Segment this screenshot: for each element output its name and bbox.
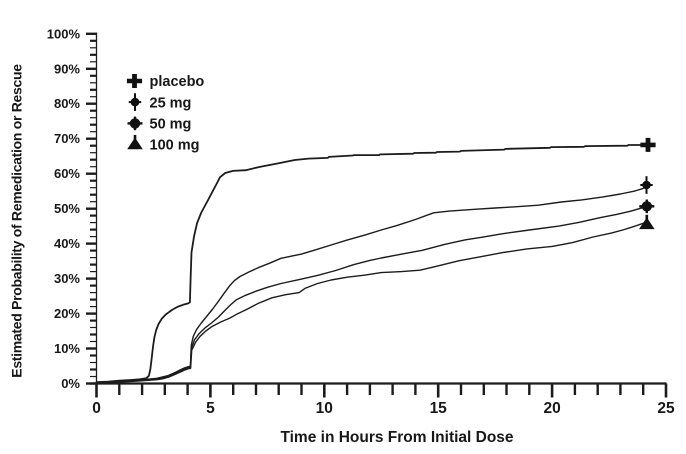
svg-text:Time in Hours From Initial Dos: Time in Hours From Initial Dose — [280, 429, 513, 446]
svg-text:40%: 40% — [54, 236, 80, 251]
svg-text:100 mg: 100 mg — [150, 137, 200, 153]
svg-text:20: 20 — [543, 400, 560, 417]
svg-text:90%: 90% — [54, 61, 80, 76]
svg-text:15: 15 — [430, 400, 448, 417]
svg-text:0%: 0% — [61, 376, 80, 391]
svg-text:50 mg: 50 mg — [150, 117, 192, 133]
svg-text:25: 25 — [657, 400, 675, 417]
svg-text:25 mg: 25 mg — [150, 95, 192, 111]
svg-text:70%: 70% — [54, 131, 80, 146]
svg-text:20%: 20% — [54, 306, 80, 321]
svg-text:Estimated Probability of Remed: Estimated Probability of Remedication or… — [9, 64, 25, 378]
svg-text:100%: 100% — [47, 26, 81, 41]
svg-text:60%: 60% — [54, 166, 80, 181]
svg-text:80%: 80% — [54, 96, 80, 111]
svg-text:5: 5 — [206, 400, 215, 417]
svg-text:50%: 50% — [54, 201, 80, 216]
svg-text:placebo: placebo — [150, 74, 205, 90]
svg-text:10: 10 — [316, 400, 333, 417]
svg-text:0: 0 — [92, 400, 101, 417]
svg-text:30%: 30% — [54, 271, 80, 286]
svg-text:10%: 10% — [54, 341, 80, 356]
